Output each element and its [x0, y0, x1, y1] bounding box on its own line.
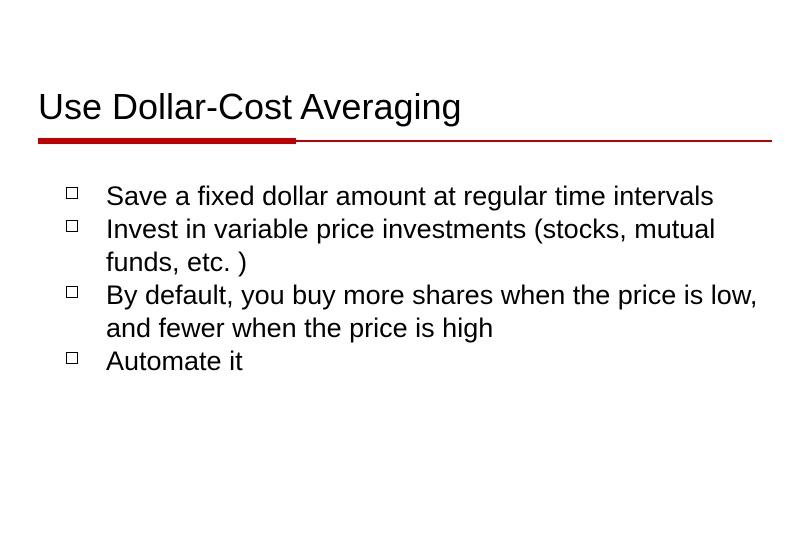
list-item-text: Invest in variable price investments (st…: [106, 214, 715, 277]
list-item: Automate it: [66, 345, 772, 378]
square-bullet-icon: [66, 220, 78, 232]
square-bullet-icon: [66, 352, 78, 364]
square-bullet-icon: [66, 286, 78, 298]
bullet-list: Save a fixed dollar amount at regular ti…: [38, 180, 772, 378]
slide-title: Use Dollar-Cost Averaging: [38, 86, 772, 128]
square-bullet-icon: [66, 187, 78, 199]
list-item: Invest in variable price investments (st…: [66, 213, 772, 279]
list-item-text: Save a fixed dollar amount at regular ti…: [106, 181, 714, 211]
slide: Use Dollar-Cost Averaging Save a fixed d…: [0, 0, 810, 540]
list-item: By default, you buy more shares when the…: [66, 279, 772, 345]
rule-thick: [38, 138, 296, 144]
title-underline: [38, 138, 772, 144]
list-item: Save a fixed dollar amount at regular ti…: [66, 180, 772, 213]
list-item-text: Automate it: [106, 346, 243, 376]
list-item-text: By default, you buy more shares when the…: [106, 280, 757, 343]
